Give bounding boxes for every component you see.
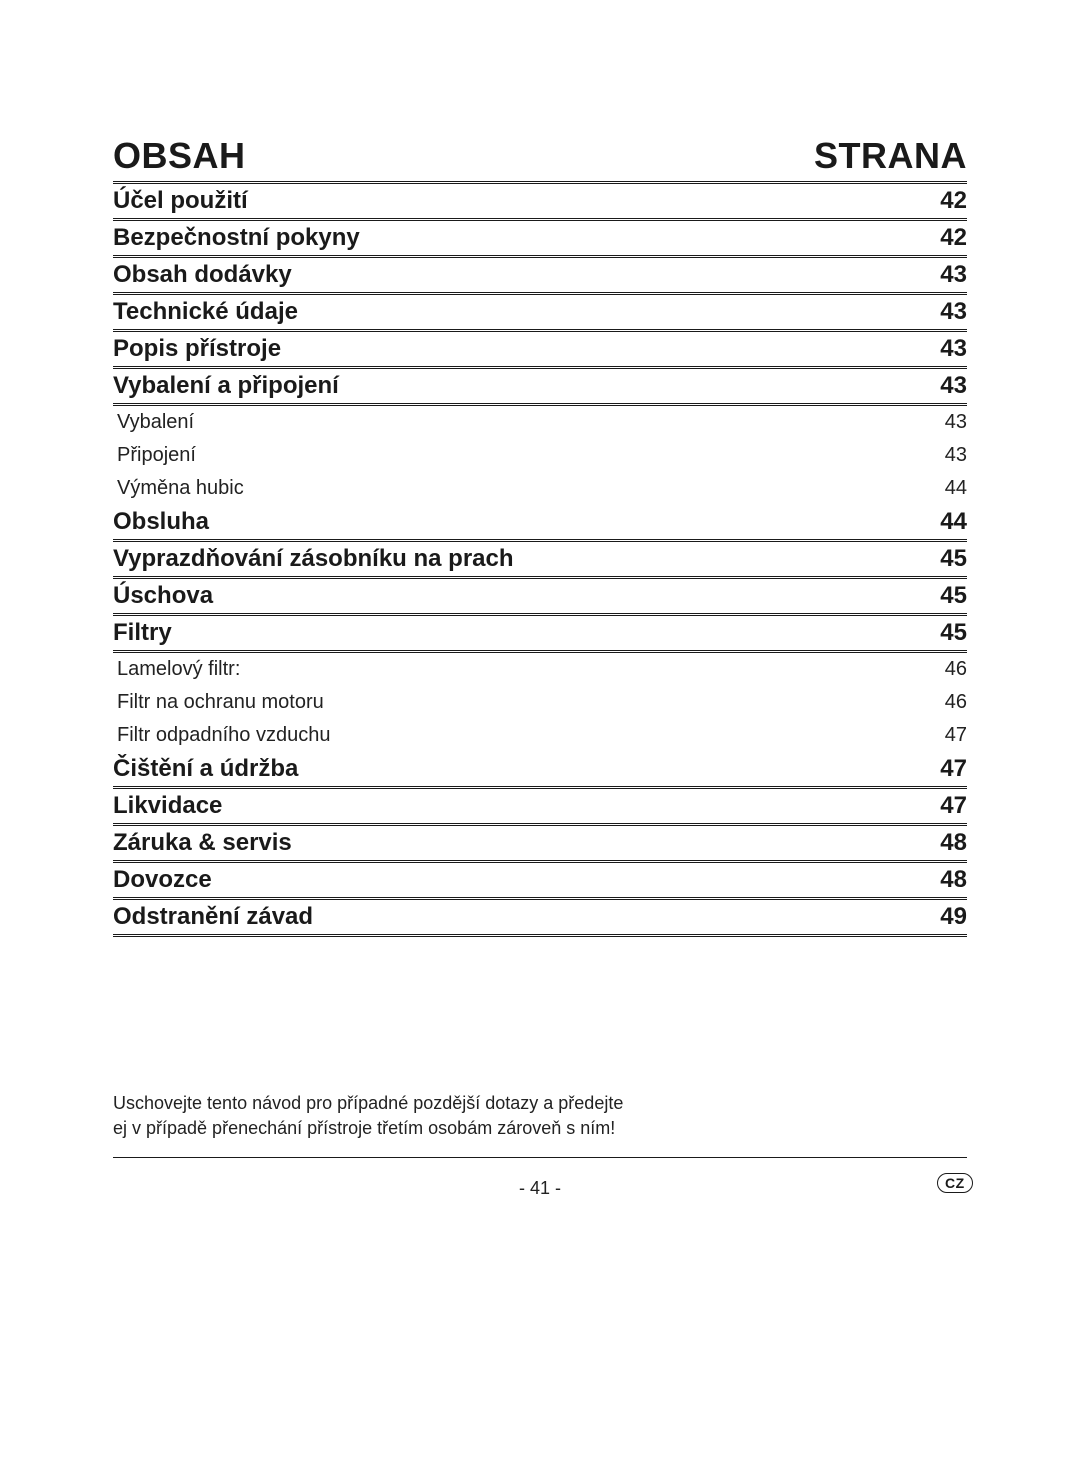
toc-sub-row: Filtr na ochranu motoru 46: [113, 686, 967, 719]
toc-main-row: Obsah dodávky 43: [113, 258, 967, 295]
toc-entry-page: 45: [940, 582, 967, 610]
toc-main-row: Dovozce 48: [113, 863, 967, 900]
toc-main-row: Úschova 45: [113, 579, 967, 616]
toc-entry-page: 43: [940, 372, 967, 400]
toc-main-row: Filtry 45: [113, 616, 967, 653]
toc-entry-page: 45: [940, 619, 967, 647]
toc-entry-page: 45: [940, 545, 967, 573]
toc-entry-title: Filtr na ochranu motoru: [117, 691, 324, 714]
footnote-line: Uschovejte tento návod pro případné pozd…: [113, 1091, 967, 1116]
toc-entry-title: Vyprazdňování zásobníku na prach: [113, 545, 514, 573]
toc-entry-title: Vybalení a připojení: [113, 372, 339, 400]
toc-body: Účel použití 42 Bezpečnostní pokyny 42 Obsah…: [113, 184, 967, 937]
toc-entry-page: 43: [940, 298, 967, 326]
toc-entry-title: Obsluha: [113, 508, 209, 536]
toc-entry-title: Účel použití: [113, 187, 248, 215]
toc-sub-row: Filtr odpadního vzduchu 47: [113, 719, 967, 752]
toc-entry-page: 42: [940, 224, 967, 252]
toc-entry-title: Dovozce: [113, 866, 212, 894]
toc-entry-title: Filtr odpadního vzduchu: [117, 724, 330, 747]
toc-entry-page: 43: [940, 335, 967, 363]
content-area: OBSAH STRANA Účel použití42Bezpečnostní …: [113, 135, 967, 937]
toc-entry-page: 47: [945, 724, 967, 747]
toc-entry-page: 49: [940, 903, 967, 931]
toc-entry-title: Technické údaje: [113, 298, 298, 326]
footnote: Uschovejte tento návod pro případné pozd…: [113, 1091, 967, 1141]
toc-main-row: Záruka & servis 48: [113, 826, 967, 863]
toc-entry-page: 43: [945, 444, 967, 467]
toc-sub-row: Vybalení 43: [113, 406, 967, 439]
language-badge: CZ: [937, 1173, 973, 1193]
toc-entry-title: Popis přístroje: [113, 335, 281, 363]
toc-main-row: Popis přístroje 43: [113, 332, 967, 369]
toc-entry-title: Úschova: [113, 582, 213, 610]
toc-entry-title: Čištění a údržba: [113, 755, 298, 783]
toc-sub-row: Připojení 43: [113, 439, 967, 472]
page-number: - 41 -: [0, 1178, 1080, 1199]
toc-main-row: Čištění a údržba 47: [113, 752, 967, 789]
toc-entry-page: 46: [945, 658, 967, 681]
toc-header-row: OBSAH STRANA: [113, 135, 967, 184]
toc-entry-page: 43: [940, 261, 967, 289]
toc-main-row: Vybalení a připojení 43: [113, 369, 967, 406]
toc-entry-page: 46: [945, 691, 967, 714]
toc-heading-right: STRANA: [814, 135, 967, 177]
toc-entry-title: Filtry: [113, 619, 172, 647]
toc-entry-page: 47: [940, 755, 967, 783]
footnote-line: ej v případě přenechání přístroje třetím…: [113, 1116, 967, 1141]
toc-main-row: Technické údaje 43: [113, 295, 967, 332]
toc-sub-row: Lamelový filtr: 46: [113, 653, 967, 686]
toc-entry-title: Bezpečnostní pokyny: [113, 224, 360, 252]
toc-main-row: Obsluha 44: [113, 505, 967, 542]
toc-entry-title: Výměna hubic: [117, 477, 244, 500]
toc-sub-row: Výměna hubic 44: [113, 472, 967, 505]
toc-entry-title: Odstranění závad: [113, 903, 313, 931]
toc-main-row: Odstranění závad 49: [113, 900, 967, 937]
toc-entry-title: Záruka & servis: [113, 829, 292, 857]
toc-entry-title: Připojení: [117, 444, 196, 467]
toc-entry-title: Lamelový filtr:: [117, 658, 240, 681]
toc-entry-page: 44: [945, 477, 967, 500]
toc-main-row: Účel použití 42: [113, 184, 967, 221]
toc-main-row: Bezpečnostní pokyny 42: [113, 221, 967, 258]
toc-main-row: Vyprazdňování zásobníku na prach 45: [113, 542, 967, 579]
toc-entry-page: 43: [945, 411, 967, 434]
toc-heading-left: OBSAH: [113, 135, 246, 177]
toc-entry-page: 48: [940, 829, 967, 857]
toc-entry-title: Obsah dodávky: [113, 261, 292, 289]
toc-main-row: Likvidace 47: [113, 789, 967, 826]
toc-entry-page: 44: [940, 508, 967, 536]
toc-entry-page: 48: [940, 866, 967, 894]
toc-entry-title: Vybalení: [117, 411, 194, 434]
toc-entry-page: 47: [940, 792, 967, 820]
toc-entry-page: 42: [940, 187, 967, 215]
toc-entry-title: Likvidace: [113, 792, 222, 820]
footer-rule: [113, 1157, 967, 1158]
